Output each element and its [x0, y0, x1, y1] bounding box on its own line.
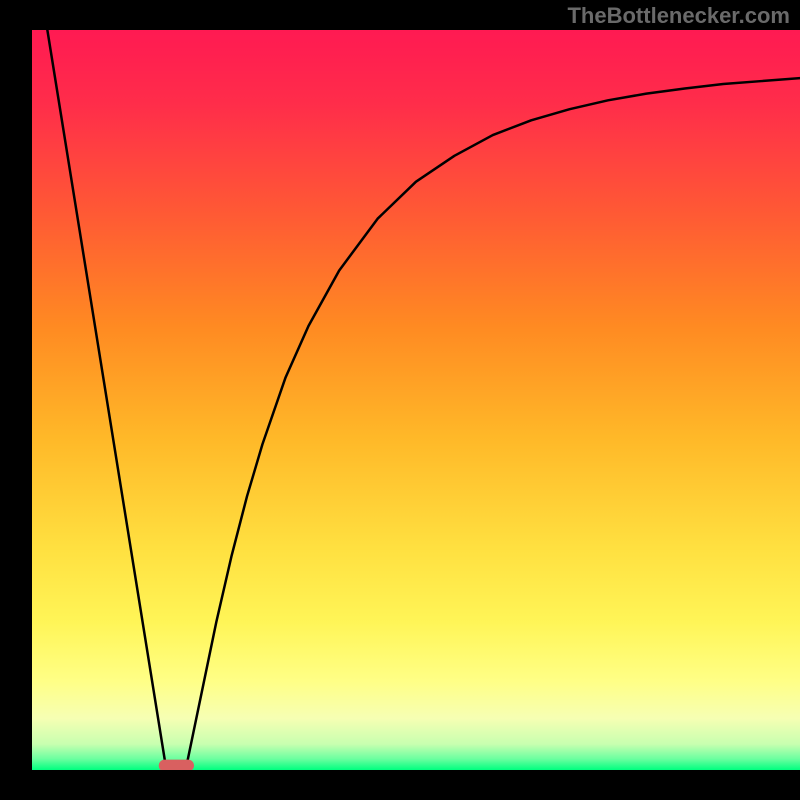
bottleneck-chart: TheBottlenecker.com: [0, 0, 800, 800]
curves-svg: [32, 30, 800, 770]
curve-left: [47, 30, 166, 770]
watermark-text: TheBottlenecker.com: [567, 3, 790, 29]
plot-area: [32, 30, 800, 770]
optimal-marker: [159, 760, 194, 770]
curve-right: [186, 78, 800, 770]
